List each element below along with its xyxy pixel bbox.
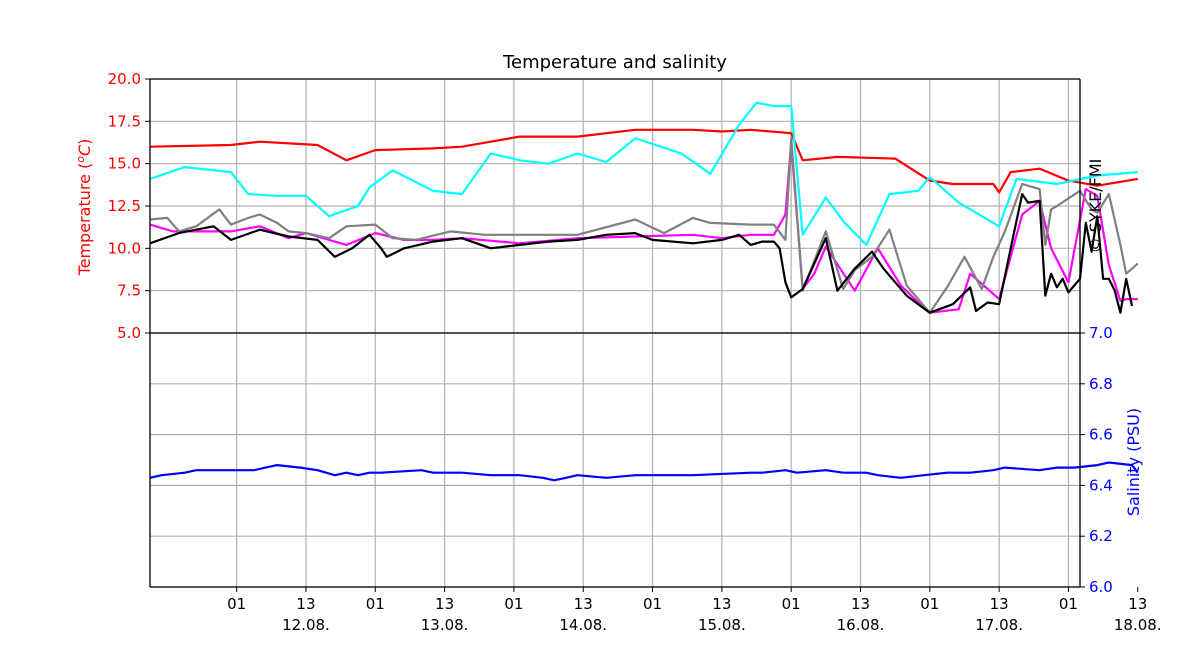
- x-tick-hour-label: 13: [990, 595, 1009, 613]
- temperature-tick-label: 12.5: [108, 197, 141, 215]
- x-tick-hour-label: 13: [435, 595, 454, 613]
- x-tick-date-label: 13.08.: [421, 616, 469, 634]
- chart-title: Temperature and salinity: [502, 52, 727, 73]
- temperature-series-bottom-line: [149, 193, 1134, 314]
- salinity-tick-label: 7.0: [1089, 324, 1113, 342]
- x-tick-hour-label: 01: [227, 595, 246, 613]
- salinity-tick-labels: 6.0 6.2 6.4 6.6 6.8 7.0: [1089, 324, 1113, 596]
- temperature-series-surface-line: [149, 128, 1138, 194]
- temperature-tick-label: 10.0: [108, 239, 141, 257]
- copyright-label: © SYKE/FMI: [1086, 159, 1105, 254]
- temperature-series: [149, 101, 1139, 314]
- temperature-tick-label: 7.5: [117, 282, 141, 300]
- x-tick-hour-label: 13: [1128, 595, 1147, 613]
- x-tick-hour-label: 01: [782, 595, 801, 613]
- temperature-axis-label: Temperature (oC): [74, 139, 94, 277]
- salinity-axis-label: Salinity (PSU): [1124, 408, 1143, 516]
- x-tick-hour-label: 13: [712, 595, 731, 613]
- x-tick-hour-label: 01: [1059, 595, 1078, 613]
- temperature-tick-label: 5.0: [117, 324, 141, 342]
- salinity-series-salinity-line: [149, 461, 1139, 482]
- temperature-series-cyan-line: [149, 101, 1138, 246]
- temperature-series-grey-line: [149, 137, 1139, 314]
- salinity-tick-label: 6.4: [1089, 476, 1113, 494]
- salinity-series: [149, 461, 1139, 482]
- temperature-series-magenta-line: [149, 142, 1138, 314]
- salinity-tick-label: 6.6: [1089, 426, 1113, 444]
- temperature-tick-label: 15.0: [108, 155, 141, 173]
- x-tick-hour-label: 01: [504, 595, 523, 613]
- salinity-tick-label: 6.0: [1089, 578, 1113, 596]
- x-tick-hour-label: 01: [643, 595, 662, 613]
- x-tick-date-label: 12.08.: [282, 616, 330, 634]
- salinity-tick-label: 6.8: [1089, 375, 1113, 393]
- x-tick-date-label: 14.08.: [559, 616, 607, 634]
- axes: [145, 78, 1139, 592]
- x-tick-hour-label: 13: [296, 595, 315, 613]
- temperature-grid: [150, 78, 1080, 334]
- salinity-grid: [150, 332, 1080, 588]
- x-tick-hour-label: 13: [851, 595, 870, 613]
- x-tick-date-label: 18.08.: [1114, 616, 1162, 634]
- x-tick-date-label: 15.08.: [698, 616, 746, 634]
- temperature-tick-label: 17.5: [108, 112, 141, 130]
- salinity-tick-label: 6.2: [1089, 527, 1113, 545]
- temperature-tick-labels: 5.0 7.5 10.0 12.5 15.0 17.5 20.0: [108, 70, 141, 342]
- x-tick-date-label: 16.08.: [837, 616, 885, 634]
- temperature-tick-label: 20.0: [108, 70, 141, 88]
- x-tick-date-label: 17.08.: [975, 616, 1023, 634]
- x-tick-hour-label: 01: [366, 595, 385, 613]
- x-tick-labels: 01 13 12.08. 01 13 13.08. 01 13 14.08. 01 13 15.08.…: [227, 595, 1162, 634]
- x-tick-hour-label: 13: [574, 595, 593, 613]
- x-tick-hour-label: 01: [920, 595, 939, 613]
